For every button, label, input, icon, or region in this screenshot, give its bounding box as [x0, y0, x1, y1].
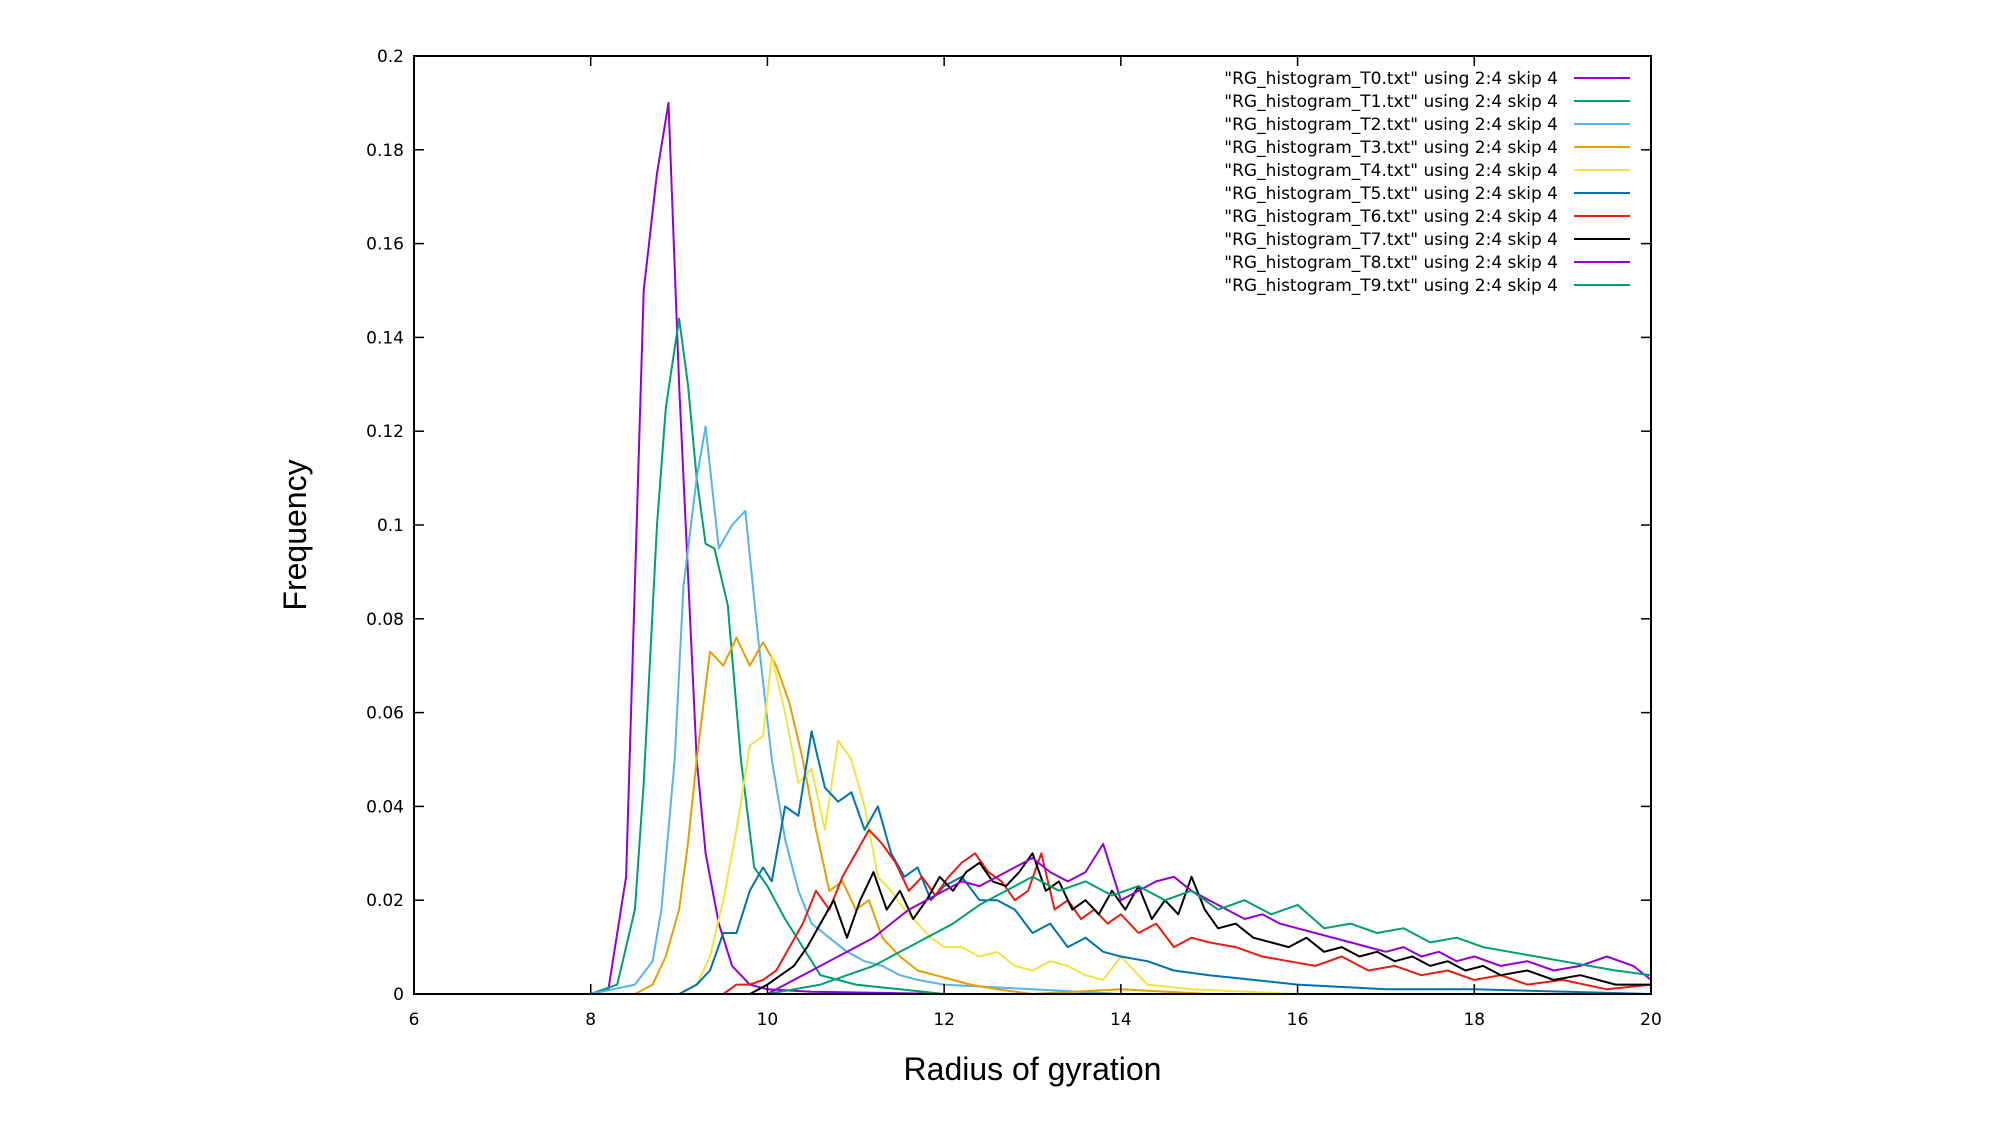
legend-label-t9: "RG_histogram_T9.txt" using 2:4 skip 4 [1224, 276, 1558, 296]
legend-label-t4: "RG_histogram_T4.txt" using 2:4 skip 4 [1224, 161, 1558, 181]
y-tick-label: 0 [393, 985, 404, 1005]
legend-label-t0: "RG_histogram_T0.txt" using 2:4 skip 4 [1224, 69, 1558, 89]
y-tick-label: 0.2 [377, 47, 404, 67]
series-line-t5 [502, 730, 1652, 995]
y-tick-label: 0.06 [366, 704, 404, 724]
y-axis-title: Frequency [277, 459, 313, 610]
series-line-t6 [502, 828, 1652, 995]
legend-label-t5: "RG_histogram_T5.txt" using 2:4 skip 4 [1224, 184, 1558, 204]
y-tick-label: 0.14 [366, 328, 404, 348]
x-tick-label: 16 [1287, 1010, 1309, 1030]
x-tick-label: 14 [1110, 1010, 1132, 1030]
x-axis-title: Radius of gyration [904, 1051, 1162, 1087]
y-tick-label: 0.08 [366, 610, 404, 630]
ticks-layer: 6 8 10 12 14 16 18 20 0 0.02 0.04 0.06 0.08 0.1 0.12 0.… [366, 47, 1662, 1030]
x-tick-label: 12 [933, 1010, 955, 1030]
y-tick-label: 0.04 [366, 797, 404, 817]
series-line-t1 [502, 317, 1651, 995]
legend-label-t7: "RG_histogram_T7.txt" using 2:4 skip 4 [1224, 230, 1558, 250]
y-tick-label: 0.02 [366, 891, 404, 911]
y-tick-label: 0.12 [366, 422, 404, 442]
legend-label-t3: "RG_histogram_T3.txt" using 2:4 skip 4 [1224, 138, 1558, 158]
series-layer [502, 101, 1652, 995]
y-tick-label: 0.16 [366, 235, 404, 255]
x-tick-label: 20 [1640, 1010, 1662, 1030]
x-tick-label: 6 [409, 1010, 420, 1030]
series-line-t3 [502, 636, 1651, 995]
legend-label-t2: "RG_histogram_T2.txt" using 2:4 skip 4 [1224, 115, 1558, 135]
x-tick-label: 10 [757, 1010, 779, 1030]
series-line-t2 [502, 425, 1651, 995]
legend-label-t1: "RG_histogram_T1.txt" using 2:4 skip 4 [1224, 92, 1558, 112]
y-tick-label: 0.1 [377, 516, 404, 536]
x-tick-label: 8 [585, 1010, 596, 1030]
x-tick-label: 18 [1463, 1010, 1485, 1030]
series-line-t7 [502, 852, 1651, 995]
series-line-t4 [502, 655, 1651, 995]
series-line-t9 [502, 875, 1652, 995]
legend-label-t8: "RG_histogram_T8.txt" using 2:4 skip 4 [1224, 253, 1558, 273]
legend: "RG_histogram_T0.txt" using 2:4 skip 4 "R… [1224, 69, 1630, 296]
y-tick-label: 0.18 [366, 141, 404, 161]
series-line-t8 [502, 842, 1652, 995]
legend-label-t6: "RG_histogram_T6.txt" using 2:4 skip 4 [1224, 207, 1558, 227]
